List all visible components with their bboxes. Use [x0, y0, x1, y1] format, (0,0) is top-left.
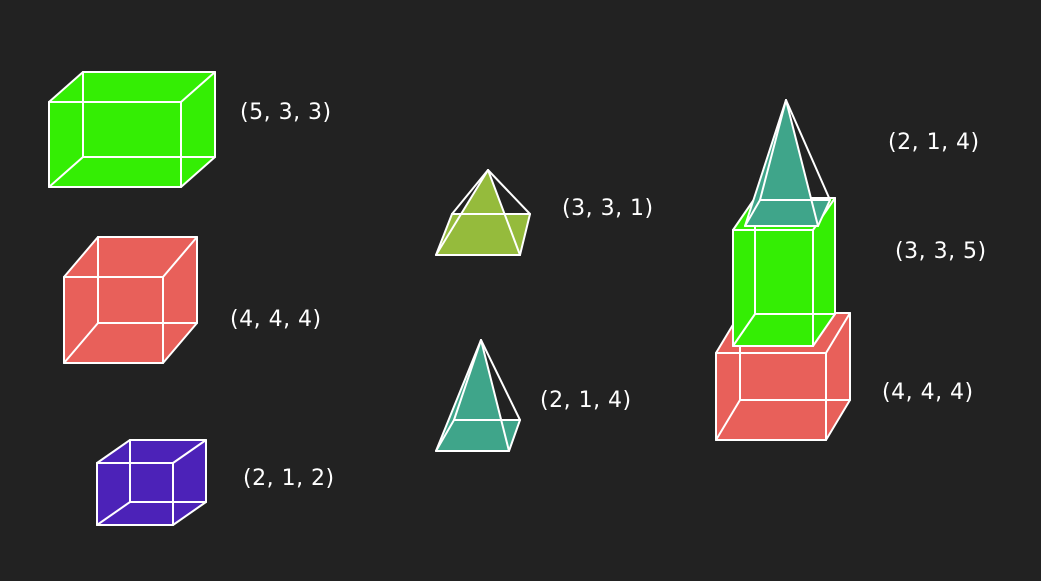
label-stack-top-pyramid: (2, 1, 4) [888, 130, 980, 155]
label-stack-middle-box: (3, 3, 5) [895, 239, 987, 264]
label-purple-box: (2, 1, 2) [243, 466, 335, 491]
purple-box [96, 439, 207, 526]
stack-middle-box [732, 197, 836, 347]
label-green-box: (5, 3, 3) [240, 100, 332, 125]
olive-pyramid [435, 169, 531, 256]
stack-top-pyramid [744, 99, 831, 227]
teal-pyramid [435, 339, 521, 452]
label-teal-pyramid: (2, 1, 4) [540, 388, 632, 413]
green-box [48, 71, 216, 188]
label-olive-pyramid: (3, 3, 1) [562, 196, 654, 221]
label-red-cube: (4, 4, 4) [230, 307, 322, 332]
label-stack-bottom-cube: (4, 4, 4) [882, 380, 974, 405]
red-cube [63, 236, 198, 364]
